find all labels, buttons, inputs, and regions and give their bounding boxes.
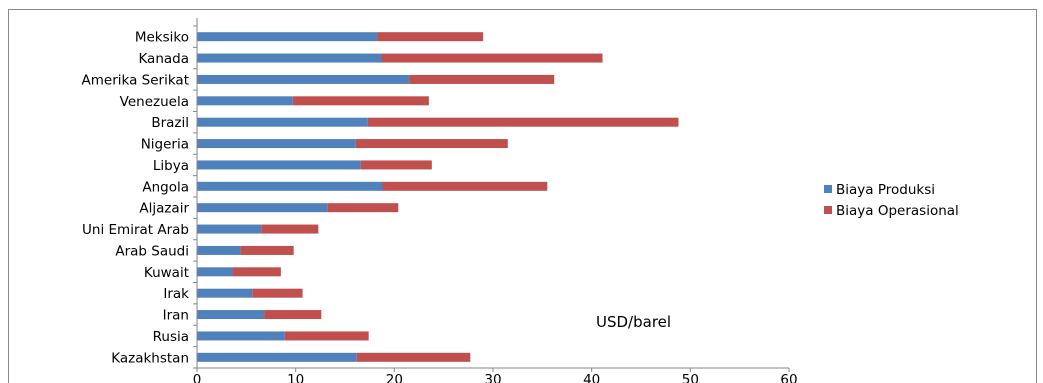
category-label: Angola <box>142 179 189 195</box>
bar-operasional <box>355 139 508 149</box>
bar-operasional <box>377 32 484 42</box>
category-label: Amerika Serikat <box>82 72 189 88</box>
bar-operasional <box>409 74 555 84</box>
bar-produksi <box>197 267 233 277</box>
bar-produksi <box>197 96 293 106</box>
category-label: Venezuela <box>120 94 189 110</box>
category-labels: Meksiko Kanada Amerika Serikat Venezuela Bra… <box>82 30 190 367</box>
legend-label: Biaya Operasional <box>836 203 959 219</box>
axis-layer <box>193 18 790 372</box>
category-label: Kazakhstan <box>111 350 189 366</box>
category-label: Iran <box>163 308 189 324</box>
legend-swatch <box>824 185 832 193</box>
category-label: Rusia <box>153 329 189 345</box>
bar-operasional <box>382 181 548 191</box>
category-label: Brazil <box>151 115 189 131</box>
category-label: Nigeria <box>141 137 189 153</box>
bar-produksi <box>197 288 253 298</box>
x-tick-label: 30 <box>484 372 501 383</box>
category-label: Aljazair <box>139 201 189 217</box>
bar-operasional <box>292 96 429 106</box>
bar-operasional <box>252 288 303 298</box>
bar-operasional <box>367 117 679 127</box>
category-label: Arab Saudi <box>115 243 189 259</box>
category-label: Uni Emirat Arab <box>82 222 189 238</box>
category-label: Kanada <box>138 51 189 67</box>
legend: Biaya Produksi Biaya Operasional <box>824 182 959 219</box>
bar-produksi <box>197 32 378 42</box>
x-tick-label: 20 <box>386 372 403 383</box>
bar-operasional <box>240 245 294 255</box>
bar-operasional <box>356 352 471 362</box>
category-label: Meksiko <box>135 30 189 46</box>
bar-operasional <box>381 53 603 63</box>
x-tick-labels: 0 10 20 30 40 50 60 <box>193 372 798 383</box>
bar-operasional <box>232 267 281 277</box>
bar-operasional <box>261 224 319 234</box>
category-label: Irak <box>163 286 189 302</box>
x-tick-label: 60 <box>780 372 797 383</box>
x-tick-label: 0 <box>193 372 202 383</box>
x-tick-label: 10 <box>287 372 304 383</box>
bar-produksi <box>197 203 328 213</box>
bar-operasional <box>284 331 369 341</box>
bar-produksi <box>197 224 262 234</box>
x-tick-label: 50 <box>682 372 699 383</box>
bar-produksi <box>197 53 382 63</box>
legend-swatch <box>824 206 832 214</box>
bar-produksi <box>197 181 383 191</box>
bar-operasional <box>360 160 432 170</box>
category-label: Kuwait <box>144 265 189 281</box>
bar-operasional <box>264 310 322 320</box>
x-tick-label: 40 <box>583 372 600 383</box>
bar-produksi <box>197 245 241 255</box>
bar-produksi <box>197 310 265 320</box>
bar-operasional <box>327 203 399 213</box>
bars-layer <box>197 32 679 362</box>
bar-produksi <box>197 352 357 362</box>
bar-produksi <box>197 160 361 170</box>
bar-produksi <box>197 74 410 84</box>
bar-produksi <box>197 331 285 341</box>
category-label: Libya <box>153 158 189 174</box>
bar-produksi <box>197 117 368 127</box>
legend-label: Biaya Produksi <box>836 182 935 198</box>
unit-annotation: USD/barel <box>596 313 671 331</box>
chart-frame <box>8 9 1037 383</box>
bar-produksi <box>197 139 356 149</box>
